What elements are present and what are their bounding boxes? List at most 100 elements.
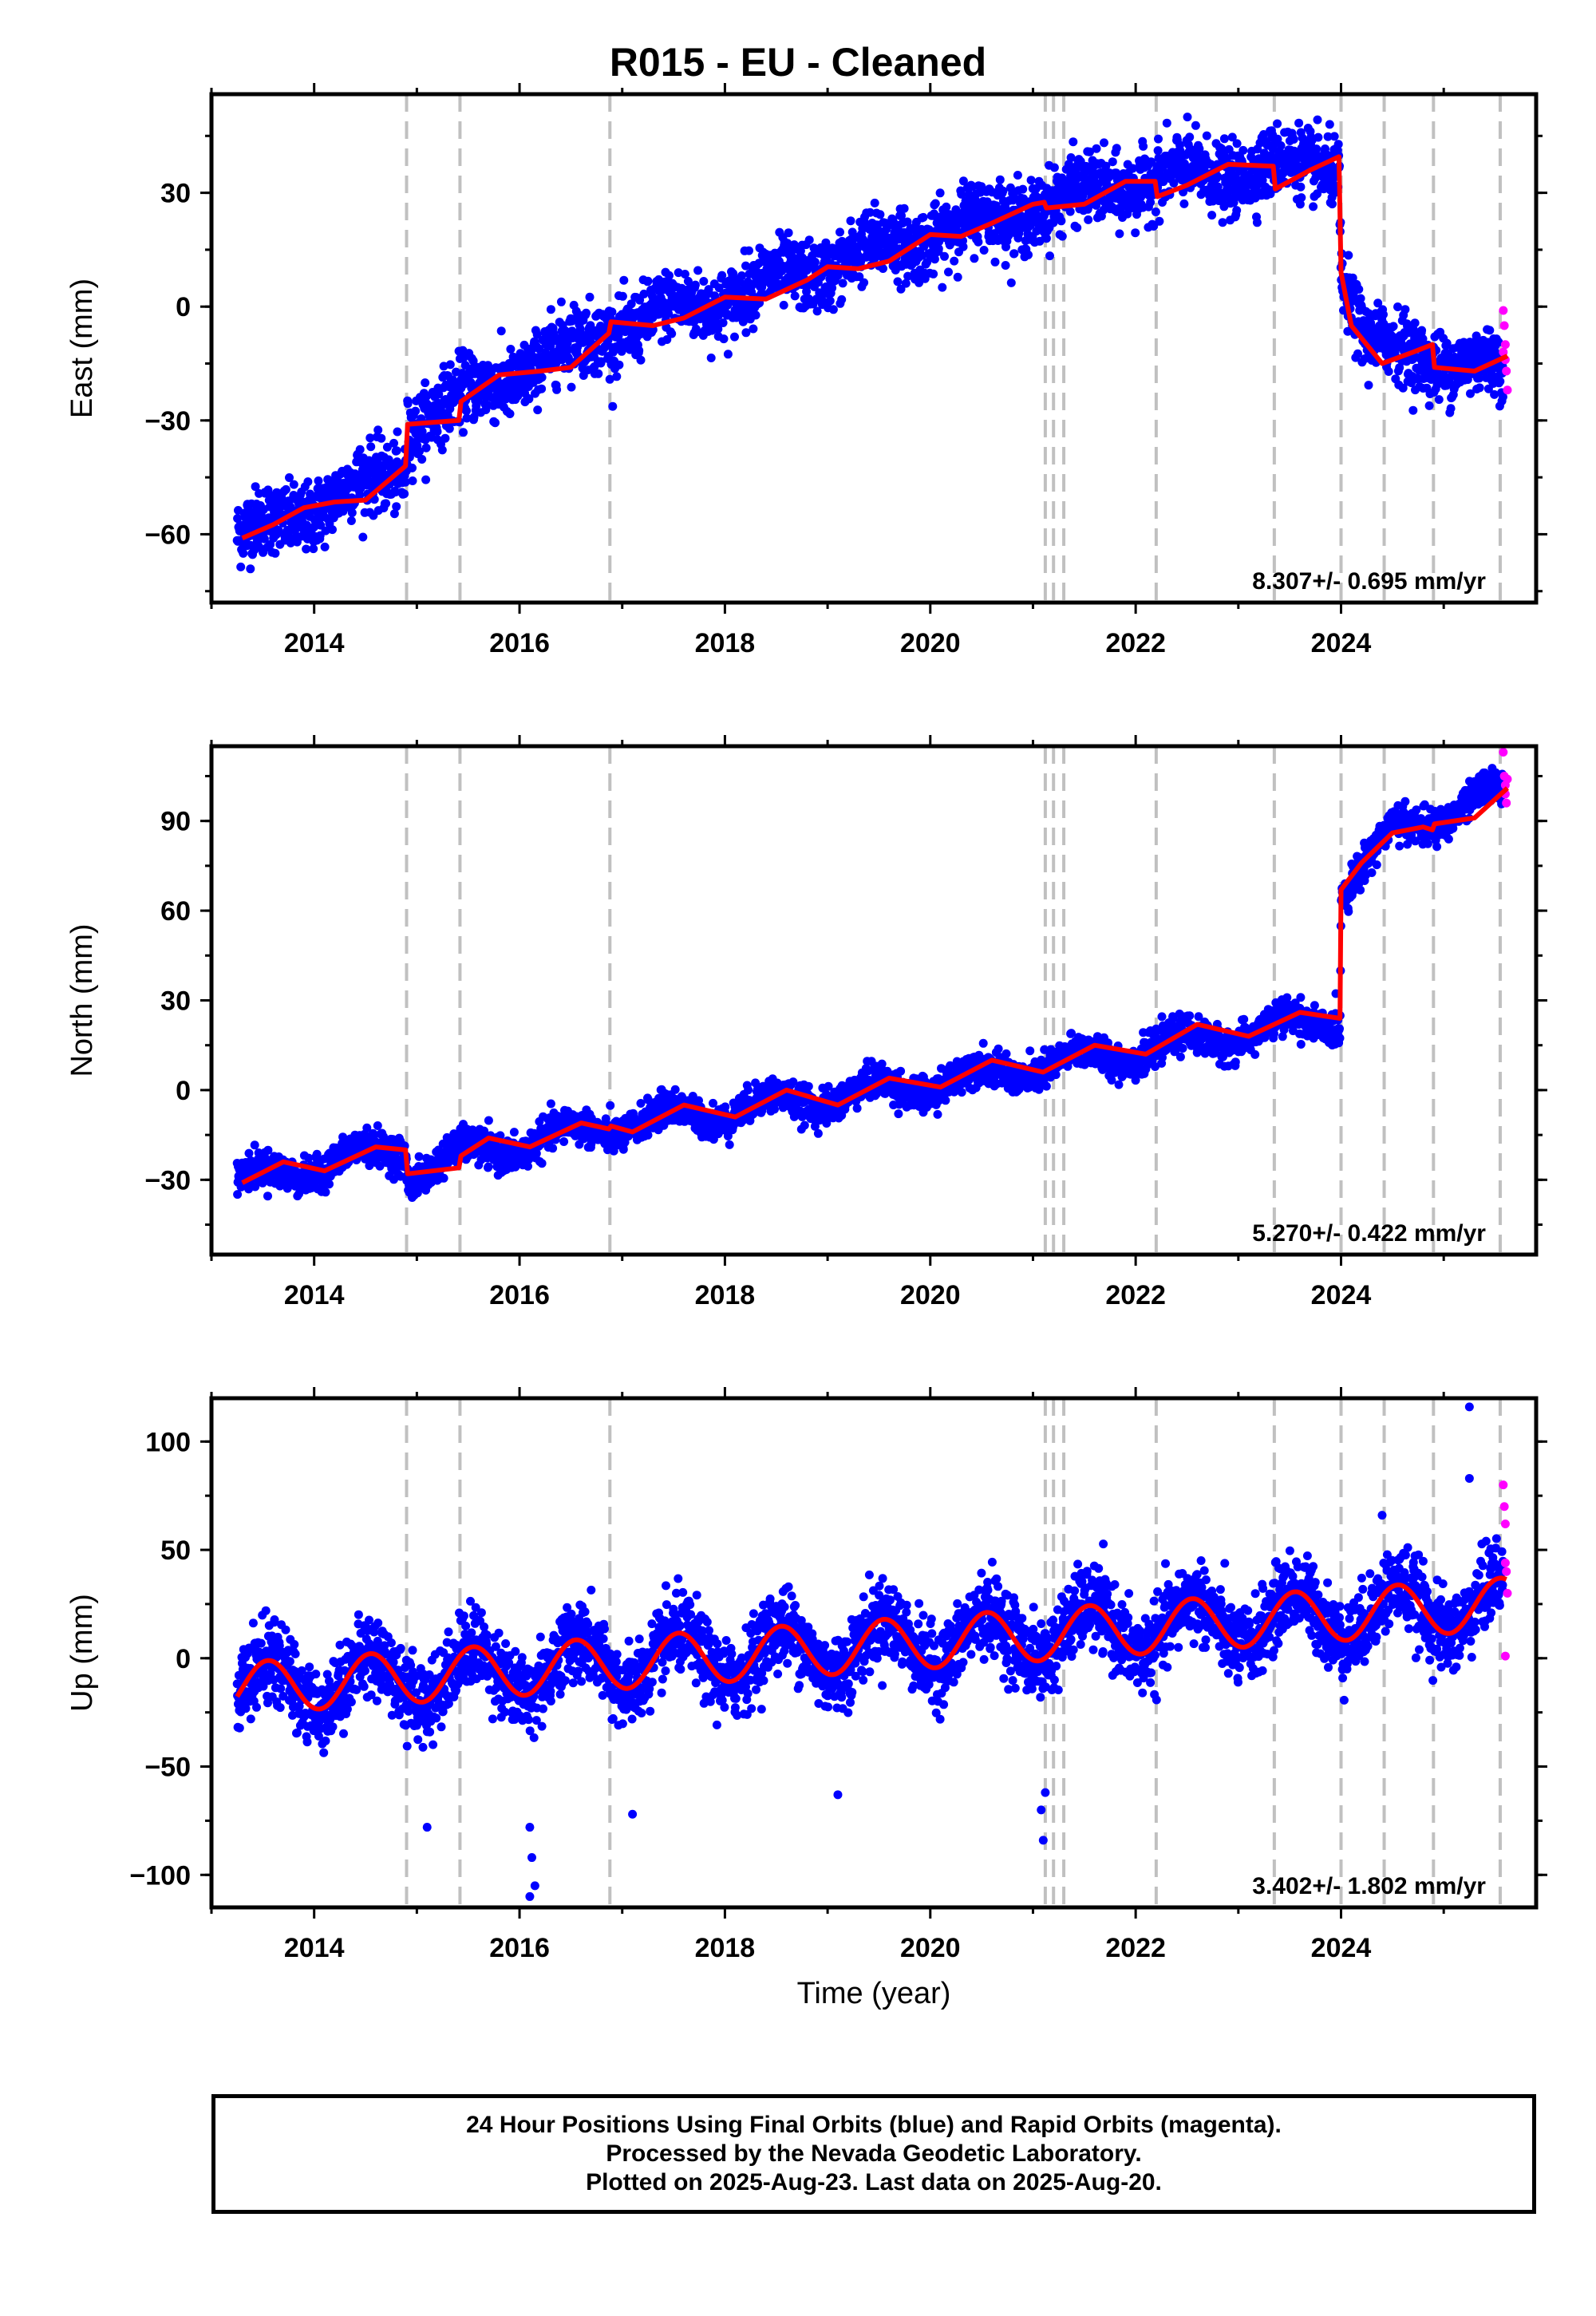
final-point [942, 202, 951, 211]
final-point [979, 246, 989, 255]
final-point [749, 324, 758, 334]
final-point [303, 477, 313, 487]
final-point [723, 350, 733, 359]
final-point [918, 212, 928, 222]
final-point [484, 1116, 493, 1125]
panel-north: 2014 2016 2018 2020 2022 2024−300306090North … [65, 735, 1547, 1310]
final-point [737, 271, 746, 280]
final-point [828, 305, 838, 314]
final-point [546, 1099, 555, 1109]
final-point [1333, 140, 1343, 149]
final-orbit-points [232, 113, 1507, 574]
final-point [1139, 141, 1148, 151]
final-point [899, 204, 909, 213]
final-point [393, 427, 402, 437]
final-point [606, 1101, 615, 1110]
final-point [662, 335, 672, 344]
final-point [875, 210, 885, 219]
final-point [1232, 206, 1242, 215]
final-point [1252, 218, 1262, 227]
final-point [491, 418, 500, 428]
final-point [693, 266, 703, 275]
final-point [636, 355, 646, 365]
final-point [1009, 249, 1019, 259]
final-point [533, 405, 543, 415]
final-point [594, 369, 603, 378]
final-point [433, 427, 442, 437]
final-point [347, 508, 357, 517]
final-point [739, 316, 749, 326]
final-point [462, 406, 471, 416]
final-point [403, 399, 413, 409]
final-point [717, 271, 727, 280]
final-point [585, 292, 595, 302]
final-point [411, 406, 421, 416]
final-point [619, 275, 629, 285]
final-point [1084, 215, 1093, 224]
final-point [1276, 141, 1286, 150]
final-point [1297, 193, 1306, 203]
final-point [532, 330, 542, 339]
final-point [1049, 163, 1059, 172]
final-point [563, 345, 573, 354]
final-point [929, 269, 938, 279]
final-point [1202, 131, 1211, 140]
final-point [325, 1180, 334, 1189]
final-point [381, 499, 391, 508]
final-point [779, 300, 788, 310]
final-point [745, 246, 753, 255]
final-point [346, 516, 356, 525]
final-point [440, 433, 450, 443]
final-point [537, 373, 547, 382]
final-point [1069, 137, 1078, 147]
final-point [1026, 176, 1036, 185]
rapid-point [1499, 306, 1508, 315]
rate-label: 8.307+/- 0.695 mm/yr [1252, 568, 1486, 595]
final-point [998, 186, 1008, 196]
final-point [944, 267, 953, 277]
final-point [389, 509, 399, 519]
final-point [377, 433, 386, 443]
final-point [1001, 261, 1010, 270]
final-point [639, 289, 649, 298]
final-point [612, 372, 622, 381]
final-point [401, 477, 410, 487]
final-point [1153, 146, 1163, 156]
final-point [838, 279, 847, 288]
final-point [1057, 231, 1067, 241]
final-point [289, 480, 298, 489]
final-point [1289, 135, 1298, 144]
final-point [690, 280, 700, 290]
final-point [556, 297, 566, 306]
y-axis-label: East (mm) [65, 279, 99, 418]
final-point [244, 1148, 254, 1158]
final-point [355, 445, 365, 454]
final-point [1112, 144, 1121, 153]
final-point [1045, 251, 1054, 261]
final-point [1232, 139, 1242, 148]
final-point [400, 489, 409, 499]
final-point [392, 502, 401, 512]
x-tick-label: 2016 [489, 628, 550, 658]
final-point [1328, 200, 1337, 209]
plot-area-north [232, 746, 1512, 1255]
y-tick-label: −60 [144, 520, 191, 550]
x-tick-label: 2022 [1105, 628, 1166, 658]
rapid-point [1499, 321, 1509, 330]
final-point [1393, 302, 1402, 311]
plot-area-east [232, 94, 1512, 603]
final-point [804, 235, 814, 245]
final-point [285, 473, 294, 482]
final-point [1434, 395, 1444, 405]
final-point [940, 251, 949, 261]
final-point [618, 291, 627, 301]
final-point [1495, 377, 1505, 386]
final-point [1018, 184, 1028, 194]
final-point [614, 360, 624, 370]
final-point [462, 413, 472, 423]
final-point [567, 382, 576, 392]
final-point [1218, 218, 1227, 227]
final-point [1108, 157, 1117, 167]
final-point [1344, 251, 1353, 260]
final-point [607, 307, 617, 317]
